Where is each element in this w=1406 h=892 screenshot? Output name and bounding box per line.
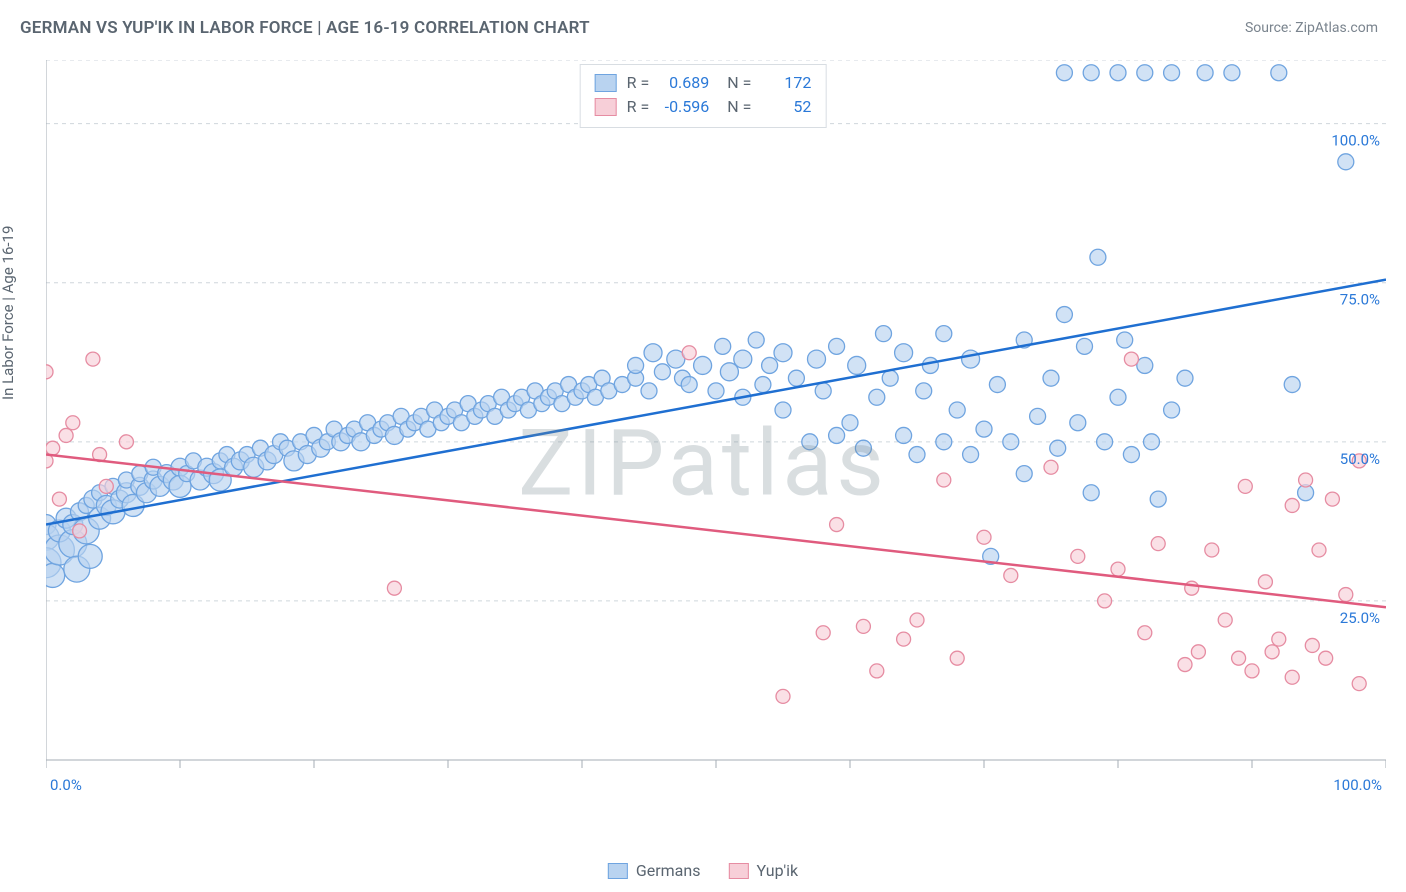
legend-item: Yup'ik: [728, 861, 798, 880]
y-axis-label: In Labor Force | Age 16-19: [0, 226, 17, 400]
series-legend: Germans Yup'ik: [608, 861, 798, 880]
svg-text:0.0%: 0.0%: [50, 776, 82, 794]
correlation-row: R = 0.689 N = 172: [595, 71, 812, 95]
r-cell: R = 0.689: [627, 71, 710, 95]
correlation-row: R = -0.596 N = 52: [595, 95, 812, 119]
legend-label: Germans: [636, 861, 701, 880]
svg-text:100.0%: 100.0%: [1331, 132, 1380, 150]
svg-text:75.0%: 75.0%: [1340, 291, 1380, 309]
svg-text:100.0%: 100.0%: [1333, 776, 1382, 794]
legend-label: Yup'ik: [756, 861, 798, 880]
header: GERMAN VS YUP'IK IN LABOR FORCE | AGE 16…: [0, 0, 1406, 50]
correlation-legend: R = 0.689 N = 172R = -0.596 N = 52: [580, 64, 827, 128]
chart-area: 25.0% 50.0% 75.0% 100.0% 0.0% 100.0%: [46, 60, 1386, 810]
n-cell: N = 52: [719, 95, 811, 119]
r-cell: R = -0.596: [627, 95, 710, 119]
series-chip: [595, 98, 617, 116]
svg-text:50.0%: 50.0%: [1340, 450, 1380, 468]
legend-item: Germans: [608, 861, 701, 880]
svg-text:25.0%: 25.0%: [1340, 609, 1380, 627]
scatter-chart: 25.0% 50.0% 75.0% 100.0% 0.0% 100.0%: [46, 60, 1386, 810]
n-cell: N = 172: [719, 71, 811, 95]
series-chip: [608, 863, 628, 879]
chart-title: GERMAN VS YUP'IK IN LABOR FORCE | AGE 16…: [20, 18, 590, 38]
series-chip: [595, 74, 617, 92]
source-label: Source: ZipAtlas.com: [1245, 20, 1378, 36]
series-chip: [728, 863, 748, 879]
